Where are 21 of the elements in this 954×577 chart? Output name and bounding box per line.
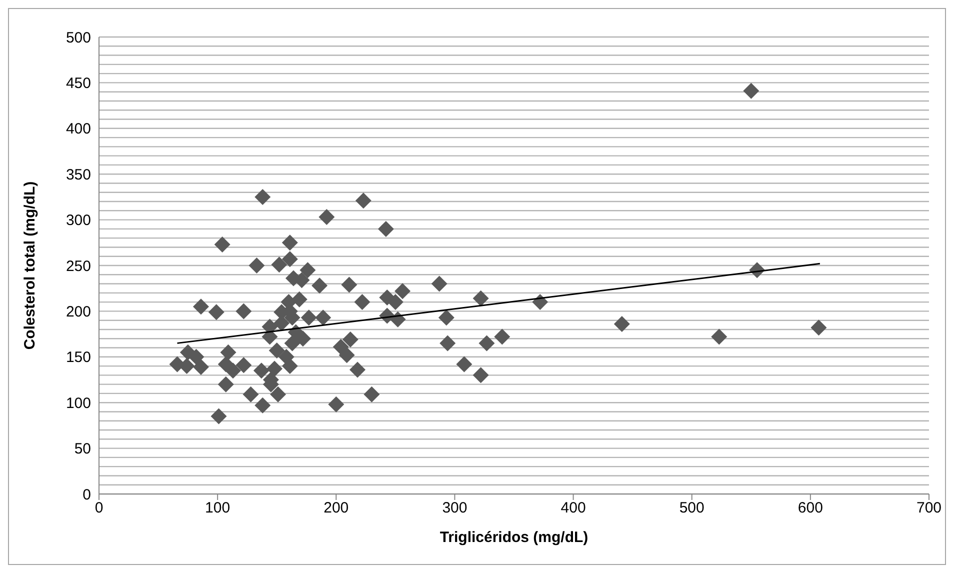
x-tick-label: 0 bbox=[94, 500, 104, 517]
y-tick-label: 300 bbox=[66, 212, 91, 230]
y-tick-label: 350 bbox=[66, 166, 91, 184]
y-tick-label: 400 bbox=[66, 120, 91, 138]
x-axis-title: Triglicéridos (mg/dL) bbox=[440, 529, 588, 546]
x-tick-label: 100 bbox=[205, 500, 230, 517]
y-tick-label: 500 bbox=[66, 29, 91, 46]
x-tick-label: 200 bbox=[324, 500, 349, 517]
x-tick-label: 500 bbox=[679, 500, 704, 517]
y-tick-label: 250 bbox=[66, 258, 91, 275]
x-tick-label: 300 bbox=[442, 500, 468, 517]
x-tick-label: 400 bbox=[560, 500, 586, 517]
y-tick-label: 200 bbox=[66, 304, 91, 321]
x-tick-label: 600 bbox=[798, 500, 823, 517]
x-tick-label: 700 bbox=[916, 500, 942, 517]
y-tick-label: 50 bbox=[74, 440, 91, 458]
y-tick-label: 450 bbox=[66, 75, 91, 92]
y-tick-label: 100 bbox=[66, 394, 91, 412]
y-tick-label: 0 bbox=[82, 486, 91, 504]
y-tick-label: 150 bbox=[66, 349, 91, 366]
y-axis-title: Colesterol total (mg/dL) bbox=[21, 181, 38, 350]
